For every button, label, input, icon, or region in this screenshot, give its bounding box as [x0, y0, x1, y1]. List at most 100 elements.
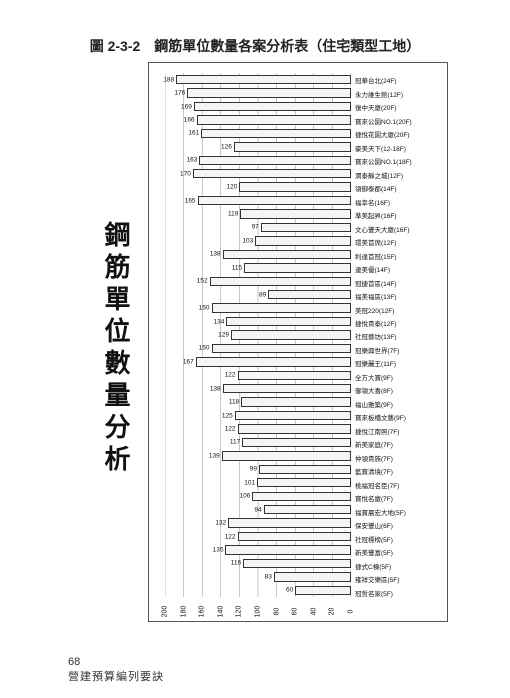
bar-row: 150 — [165, 342, 351, 355]
row-label: 寶來公園NO.1(18F) — [353, 157, 445, 170]
bar — [255, 236, 351, 245]
bar — [201, 129, 351, 138]
bar-value: 125 — [222, 412, 233, 419]
bar-value: 139 — [209, 452, 220, 459]
bar — [238, 371, 351, 380]
bar-value: 97 — [252, 224, 259, 231]
bar-value: 116 — [231, 560, 241, 567]
bar-row: 138 — [165, 382, 351, 395]
page-number: 68 — [68, 656, 80, 668]
row-label: 連美優(14F) — [353, 265, 445, 278]
bar-row: 167 — [165, 355, 351, 368]
bar — [194, 102, 351, 111]
bar-value: 163 — [187, 157, 198, 164]
bar — [242, 438, 351, 447]
bar — [238, 424, 351, 433]
bar-row: 165 — [165, 194, 351, 207]
bar-value: 117 — [230, 439, 240, 446]
bar-value: 103 — [242, 237, 253, 244]
bar-row: 117 — [165, 436, 351, 449]
bar — [197, 115, 351, 124]
row-label: 捷悅花園大廈(20F) — [353, 130, 445, 143]
row-label: 冠華台北(24F) — [353, 76, 445, 89]
bar-row: 122 — [165, 422, 351, 435]
bars-container: 1881761691661611261631701201651199710313… — [165, 73, 351, 597]
bar — [226, 317, 351, 326]
row-label: 環美首席(12F) — [353, 238, 445, 251]
row-label: 永力維生館(12F) — [353, 89, 445, 102]
bar-value: 89 — [259, 291, 266, 298]
bar — [199, 156, 351, 165]
bar — [252, 492, 351, 501]
row-label: 捷式C棟(5F) — [353, 561, 445, 574]
bar-value: 83 — [265, 573, 272, 580]
bar — [193, 169, 351, 178]
bar-row: 166 — [165, 113, 351, 126]
bar-value: 120 — [227, 184, 238, 191]
row-label: 社冠藝坊(13F) — [353, 332, 445, 345]
bar-row: 119 — [165, 207, 351, 220]
row-label: 雍祥交樂區(5F) — [353, 575, 445, 588]
bar — [176, 75, 351, 84]
row-label: 福寶晨宏大地(5F) — [353, 507, 445, 520]
bar — [239, 182, 351, 191]
row-label: 寶來板橋文藝(9F) — [353, 413, 445, 426]
bar — [244, 263, 351, 272]
row-label: 保安豐山(6F) — [353, 521, 445, 534]
x-tick: 100 — [255, 606, 262, 618]
row-label: 豪美天下(12-18F) — [353, 143, 445, 156]
bar-row: 188 — [165, 73, 351, 86]
bar — [222, 451, 351, 460]
x-tick: 20 — [329, 608, 336, 616]
bar-row: 138 — [165, 248, 351, 261]
bar-value: 60 — [286, 587, 293, 594]
bar-value: 165 — [185, 197, 196, 204]
row-label: 準美起昇(16F) — [353, 211, 445, 224]
x-tick: 180 — [180, 606, 187, 618]
bar-row: 126 — [165, 140, 351, 153]
bar-value: 152 — [197, 278, 208, 285]
row-label: 新美豐富(5F) — [353, 548, 445, 561]
bar-row: 122 — [165, 530, 351, 543]
bar-row: 125 — [165, 409, 351, 422]
bar-value: 122 — [225, 533, 236, 540]
bar — [234, 142, 351, 151]
bar-row: 134 — [165, 315, 351, 328]
row-label: 美冠220(12F) — [353, 305, 445, 318]
bar-value: 188 — [163, 76, 174, 83]
row-label: 福美福區(13F) — [353, 292, 445, 305]
bar-row: 60 — [165, 584, 351, 597]
x-tick: 160 — [199, 606, 206, 618]
bar-row: 116 — [165, 557, 351, 570]
row-label: 冠哲名家(5F) — [353, 588, 445, 601]
bar — [241, 397, 351, 406]
bar-value: 161 — [188, 130, 199, 137]
row-label: 藍寶清境(7F) — [353, 467, 445, 480]
bar — [212, 344, 352, 353]
bar — [243, 559, 351, 568]
axis-title: 鋼筋單位數量分析 — [98, 221, 135, 477]
bar-value: 101 — [244, 479, 255, 486]
row-label: 仲領貴族(7F) — [353, 453, 445, 466]
bar — [223, 250, 351, 259]
bar — [223, 384, 351, 393]
bar-row: 169 — [165, 100, 351, 113]
bar-value: 166 — [184, 117, 195, 124]
row-label: 捷悅貴泰(12F) — [353, 319, 445, 332]
bar-value: 94 — [254, 506, 261, 513]
bar — [212, 303, 352, 312]
row-label: 利達首冠(15F) — [353, 251, 445, 264]
bar-row: 176 — [165, 86, 351, 99]
bar — [196, 357, 351, 366]
bar-value: 176 — [174, 90, 185, 97]
row-label: 御領大喜(8F) — [353, 386, 445, 399]
x-tick: 200 — [162, 606, 169, 618]
bar-row: 118 — [165, 395, 351, 408]
bar-value: 122 — [225, 426, 236, 433]
bar-row: 94 — [165, 503, 351, 516]
row-label: 冠樂麗王(11F) — [353, 359, 445, 372]
bar — [210, 277, 351, 286]
bar-value: 134 — [214, 318, 225, 325]
row-label: 全方大寶(9F) — [353, 372, 445, 385]
bar-value: 126 — [221, 143, 232, 150]
